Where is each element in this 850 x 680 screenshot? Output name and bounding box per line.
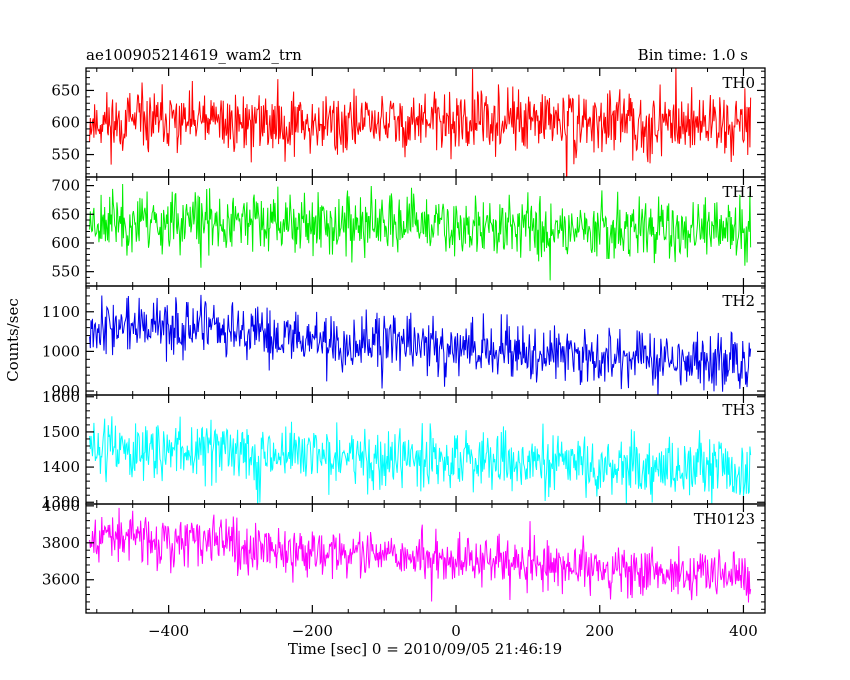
- y-tick-label: 550: [51, 146, 80, 164]
- series-line-th0: [89, 68, 752, 177]
- panel-label-th2: TH2: [722, 292, 755, 310]
- series-line-th0123: [89, 507, 752, 603]
- y-tick-label: 650: [51, 81, 80, 99]
- panel-th1: 550 600 650 700 TH1: [51, 176, 766, 287]
- panel-th2: 900 1000 1100 TH2: [42, 285, 766, 400]
- panel-th0123: 3600 3800 4000 TH0123: [42, 497, 766, 614]
- x-tick-label: −400: [148, 622, 189, 640]
- chart-title: ae100905214619_wam2_trn: [86, 46, 302, 64]
- panels-group: 550 600 650 TH0 550 600 650 700 TH1 900 1000 1100 TH…: [42, 67, 766, 614]
- panel-frame: [85, 503, 766, 614]
- y-axis-label: Counts/sec: [4, 298, 22, 382]
- panel-label-th1: TH1: [722, 183, 755, 201]
- panel-th3: 1300 1400 1500 1600 TH3: [42, 388, 766, 511]
- y-tick-label: 550: [51, 263, 80, 281]
- y-tick-label: 1500: [42, 423, 80, 441]
- x-tick-label: 0: [451, 622, 461, 640]
- y-tick-label: 3800: [42, 534, 80, 552]
- y-tick-label: 600: [51, 114, 80, 132]
- y-tick-label: 1000: [42, 342, 80, 360]
- y-tick-label: 3600: [42, 571, 80, 589]
- y-tick-label: 700: [51, 177, 80, 195]
- y-tick-label: 650: [51, 205, 80, 223]
- series-line-th1: [89, 184, 752, 281]
- y-tick-label: 1600: [42, 388, 80, 406]
- bin-time-label: Bin time: 1.0 s: [638, 46, 748, 64]
- y-tick-label: 4000: [42, 497, 80, 515]
- panel-th0: 550 600 650 TH0: [51, 67, 766, 178]
- panel-label-th0123: TH0123: [694, 510, 755, 528]
- x-tick-label: 400: [729, 622, 758, 640]
- series-line-th3: [89, 416, 752, 504]
- series-line-th2: [89, 294, 752, 395]
- y-tick-label: 1400: [42, 458, 80, 476]
- y-tick-label: 1100: [42, 303, 80, 321]
- x-axis-label: Time [sec] 0 = 2010/09/05 21:46:19: [288, 640, 562, 658]
- x-tick-label: 200: [585, 622, 614, 640]
- panel-label-th3: TH3: [722, 401, 755, 419]
- y-tick-label: 1300: [42, 493, 80, 511]
- x-axis: −400 −200 0 200 400: [148, 622, 758, 640]
- y-tick-label: 900: [51, 382, 80, 400]
- y-tick-label: 600: [51, 234, 80, 252]
- x-tick-label: −200: [292, 622, 333, 640]
- panel-label-th0: TH0: [722, 74, 755, 92]
